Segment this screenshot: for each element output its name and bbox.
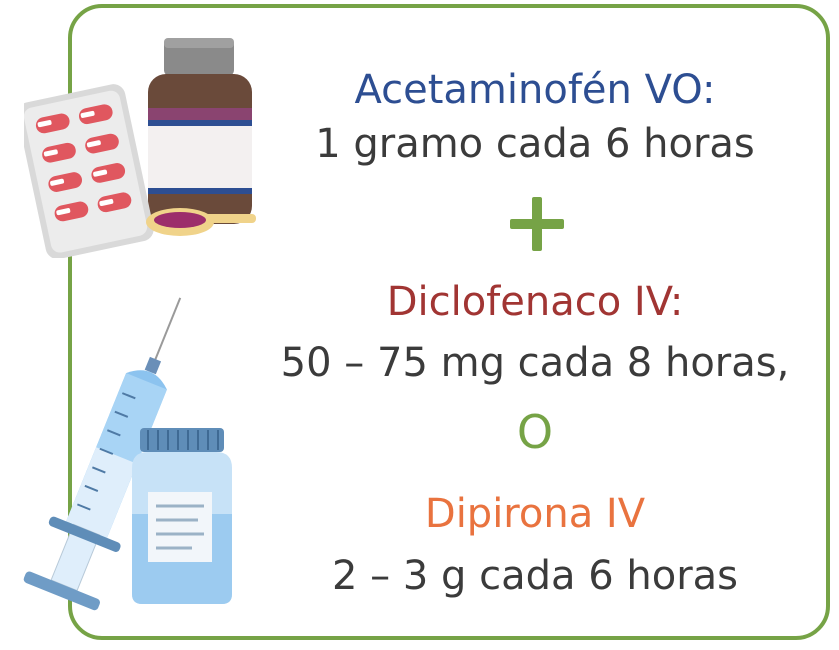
drug-name-acetaminofen: Acetaminofén VO: bbox=[354, 67, 716, 113]
drug-name-diclofenaco: Diclofenaco IV: bbox=[386, 279, 684, 325]
syringe-icon bbox=[23, 297, 182, 611]
syrup-spoon-icon bbox=[146, 208, 256, 236]
dose-diclofenaco: 50 – 75 mg cada 8 horas, bbox=[280, 340, 790, 386]
plus-icon bbox=[510, 197, 564, 251]
or-connector: O bbox=[516, 405, 554, 459]
vial-icon bbox=[132, 428, 232, 604]
prescription-text: Acetaminofén VO: 1 gramo cada 6 horas Di… bbox=[250, 0, 820, 650]
medicine-bottle-icon bbox=[148, 38, 252, 224]
pill-blister-icon bbox=[24, 84, 154, 258]
injectable-medication-illustration bbox=[23, 297, 232, 611]
dose-acetaminofen: 1 gramo cada 6 horas bbox=[315, 121, 755, 167]
dose-dipirona: 2 – 3 g cada 6 horas bbox=[331, 553, 739, 599]
oral-medication-illustration bbox=[24, 38, 256, 258]
drug-name-dipirona: Dipirona IV bbox=[424, 491, 646, 537]
